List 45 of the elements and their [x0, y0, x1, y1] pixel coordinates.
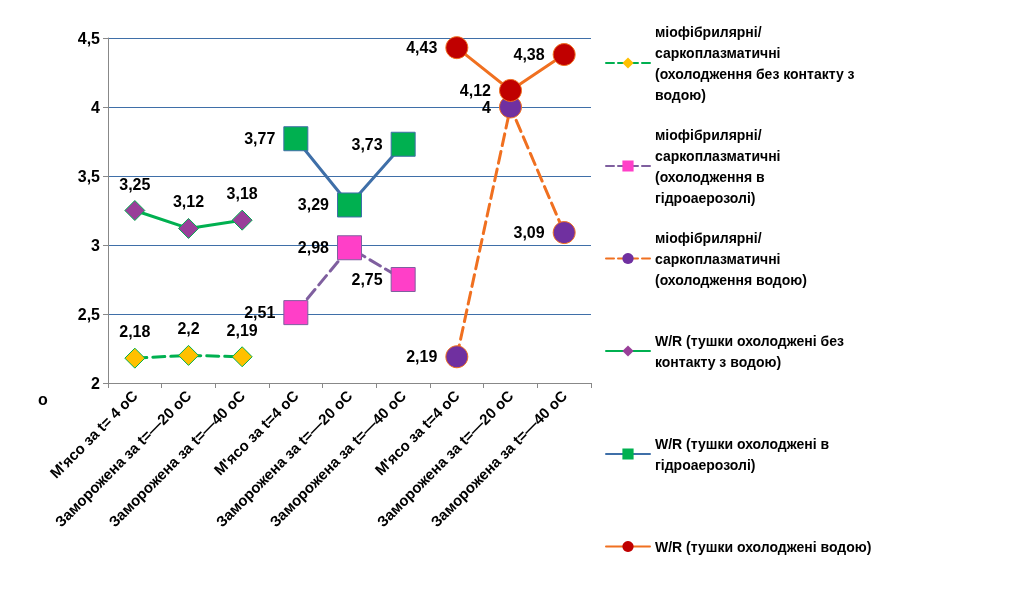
point: [337, 192, 362, 218]
point: [231, 346, 253, 368]
data-label: 3,18: [226, 185, 258, 203]
legend-label: W/R (тушки охолоджені водою): [655, 538, 872, 555]
data-label: 3,77: [244, 130, 276, 148]
y-tick-label: 4: [91, 98, 101, 116]
data-label: 2,2: [177, 320, 200, 338]
data-label: 3,29: [297, 196, 330, 214]
point: [283, 126, 309, 152]
data-label: 3,09: [513, 224, 545, 242]
point: [445, 345, 469, 369]
data-label: 2,18: [119, 323, 151, 341]
point: [552, 43, 576, 67]
data-label: 3,12: [172, 193, 205, 211]
data-label: 2,19: [406, 348, 438, 366]
point: [390, 267, 416, 292]
point: [390, 131, 416, 157]
point: [231, 209, 253, 231]
data-label: 4,43: [406, 39, 438, 57]
point: [124, 347, 146, 369]
legend-label: міофібрилярні/саркоплазматичні (охолодження в гідроаерозолі): [655, 126, 785, 206]
y-tick-label: 3,5: [77, 167, 101, 185]
y-tick-label: 4,5: [77, 29, 101, 47]
y-tick-label: 2,5: [77, 305, 101, 323]
data-label: 2,19: [226, 321, 258, 339]
data-label: 4,38: [513, 46, 545, 64]
point: [124, 200, 146, 221]
legend-label: міофібрилярні/саркоплазматичні (охолодження без контакту з водою): [655, 23, 859, 103]
point: [283, 300, 309, 326]
data-label: 4,12: [459, 81, 492, 99]
data-label: 3,73: [351, 135, 383, 153]
point: [552, 221, 576, 245]
y-tick-label: 2: [91, 374, 101, 392]
point: [178, 344, 199, 366]
y-tick-label: 3: [91, 236, 101, 254]
point: [337, 235, 362, 261]
y-axis-title: о: [38, 390, 49, 408]
data-label: 2,75: [351, 271, 383, 288]
legend-label: міофібрилярні/саркоплазматичні (охолодження водою): [655, 229, 807, 288]
point: [499, 78, 522, 102]
point: [178, 217, 199, 239]
legend-label: W/R (тушки охолоджені в гідроаерозолі): [655, 435, 833, 473]
legend-label: W/R (тушки охолоджені без контакту з водою): [655, 332, 848, 370]
data-label: 3,25: [119, 175, 151, 193]
point: [445, 36, 469, 60]
